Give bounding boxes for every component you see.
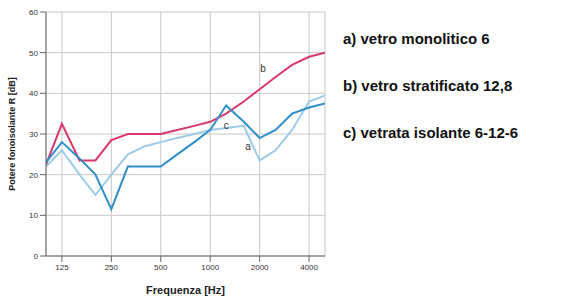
svg-text:20: 20 (29, 171, 38, 180)
svg-text:10: 10 (29, 211, 38, 220)
svg-text:40: 40 (29, 89, 38, 98)
svg-text:250: 250 (105, 263, 119, 272)
svg-text:Frequenza [Hz]: Frequenza [Hz] (146, 284, 225, 296)
svg-text:Potere fonoisolante R [dB]: Potere fonoisolante R [dB] (8, 77, 17, 191)
html-text:b) vetro stratificato 12,8: b) vetro stratificato 12,8 (343, 77, 513, 94)
svg-text:c: c (224, 120, 229, 131)
svg-text:500: 500 (154, 263, 168, 272)
html-text:a) vetro monolitico 6: a) vetro monolitico 6 (343, 30, 490, 47)
svg-text:a: a (245, 141, 251, 152)
svg-text:125: 125 (55, 263, 69, 272)
svg-text:30: 30 (29, 130, 38, 139)
svg-text:2000: 2000 (251, 263, 269, 272)
svg-text:50: 50 (29, 49, 38, 58)
svg-text:4000: 4000 (300, 263, 318, 272)
svg-text:1000: 1000 (201, 263, 219, 272)
svg-text:60: 60 (29, 8, 38, 17)
svg-text:b: b (260, 63, 266, 74)
html-text:c) vetrata isolante 6-12-6: c) vetrata isolante 6-12-6 (343, 124, 519, 141)
svg-text:0: 0 (34, 252, 39, 261)
